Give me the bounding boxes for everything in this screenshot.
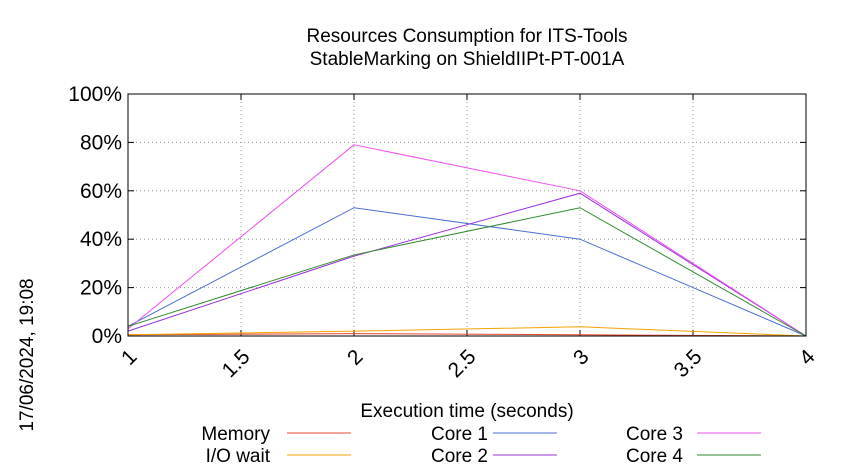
legend-label: Core 2 [431, 446, 488, 467]
y-tick-label: 40% [80, 228, 122, 251]
y-tick-label: 80% [80, 131, 122, 154]
y-tick-label: 100% [68, 83, 122, 106]
x-tick-label: 3 [569, 345, 594, 370]
series-line-5 [127, 207, 807, 337]
y-tick-label: 0% [92, 325, 122, 348]
timestamp-label: 17/06/2024, 19:08 [17, 278, 38, 431]
axis-ticks: 0% 20% 40% 60% 80% 100% 1 1.5 2 2.5 3 3.5 4 [68, 83, 819, 382]
x-tick-label: 2.5 [444, 345, 481, 382]
x-tick-label: 4 [795, 345, 820, 370]
legend-label: Core 4 [626, 446, 683, 467]
series-lines [127, 144, 807, 337]
plot-border [127, 93, 807, 337]
series-line-0 [127, 333, 807, 337]
series-line-2 [127, 207, 807, 337]
legend-label: Core 1 [431, 424, 488, 445]
x-tick-label: 2 [343, 345, 368, 370]
series-line-4 [127, 144, 807, 337]
x-tick-label: 1 [117, 345, 142, 370]
y-tick-label: 60% [80, 180, 122, 203]
series-line-3 [127, 192, 807, 337]
chart-title-line-1: Resources Consumption for ITS-Tools [306, 26, 627, 47]
legend-label: I/O wait [206, 446, 271, 467]
series-line-1 [127, 326, 807, 337]
x-tick-label: 1.5 [218, 345, 255, 382]
y-tick-label: 20% [80, 277, 122, 300]
legend-label: Memory [201, 424, 270, 445]
x-axis-label: Execution time (seconds) [360, 401, 573, 422]
x-tick-label: 3.5 [670, 345, 707, 382]
grid [128, 94, 806, 336]
legend-label: Core 3 [626, 424, 683, 445]
chart-title-line-2: StableMarking on ShieldIIPt-PT-001A [310, 49, 625, 70]
